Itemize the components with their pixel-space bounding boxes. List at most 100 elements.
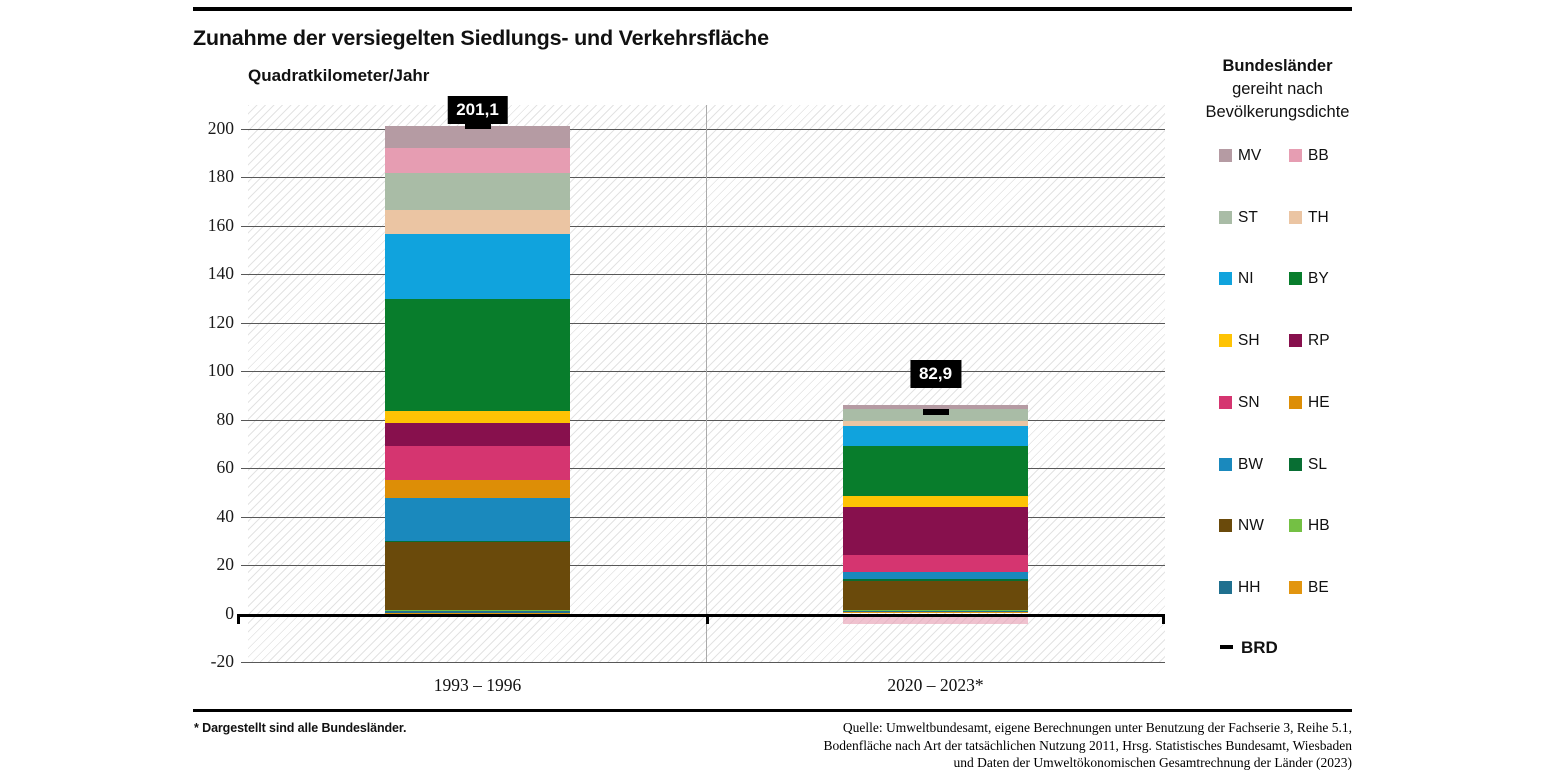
legend-label-sh: SH bbox=[1238, 332, 1260, 350]
ytick-label-160: 160 bbox=[207, 214, 234, 235]
zero-axis-tick-1 bbox=[706, 613, 709, 624]
legend-swatch-sh bbox=[1219, 334, 1232, 348]
ytick-label--20: -20 bbox=[210, 651, 234, 671]
zero-axis-tick-2 bbox=[1162, 613, 1165, 624]
bar-segment-th-1 bbox=[843, 421, 1028, 426]
legend-swatch-mv bbox=[1219, 149, 1232, 162]
bar-segment-rp-1 bbox=[843, 507, 1028, 555]
ytick-label-140: 140 bbox=[207, 263, 234, 283]
bar-segment-bw-0 bbox=[385, 497, 570, 541]
ytick-label-40: 40 bbox=[216, 505, 235, 526]
category-label-0: 1993 – 1996 bbox=[433, 675, 522, 695]
bar-segment-hb-0 bbox=[385, 610, 570, 612]
bar-segment-ni-1 bbox=[843, 425, 1028, 447]
zero-axis-tick-0 bbox=[237, 613, 240, 624]
bar-segment-ni-0 bbox=[385, 234, 570, 300]
ytick-label-20: 20 bbox=[216, 554, 235, 574]
bar-segment-sn-0 bbox=[385, 445, 570, 481]
brd-marker-1 bbox=[922, 409, 949, 416]
gridline-200 bbox=[241, 128, 1165, 130]
bar-segment-by-0 bbox=[385, 299, 570, 411]
brd-dash-icon bbox=[1220, 645, 1233, 649]
bar-segment-nw-1 bbox=[843, 580, 1028, 610]
legend-swatch-by bbox=[1289, 272, 1302, 286]
total-label-1: 82,9 bbox=[909, 360, 962, 389]
total-label-0: 201,1 bbox=[447, 95, 508, 124]
legend-title: Bundesländer gereiht nach Bevölkerungsdi… bbox=[1180, 55, 1375, 124]
gridline-20 bbox=[241, 565, 1165, 566]
legend-label-sl: SL bbox=[1308, 455, 1327, 473]
source-line-2: Bodenfläche nach Art der tatsächlichen N… bbox=[823, 737, 1352, 753]
bar-segment-sl-0 bbox=[385, 540, 570, 543]
gridline-140 bbox=[241, 274, 1165, 275]
legend-swatch-hb bbox=[1289, 519, 1302, 533]
bar-segment-hb-1 bbox=[843, 609, 1028, 611]
bar-segment-st-0 bbox=[385, 172, 570, 211]
legend-swatch-bb bbox=[1289, 149, 1302, 162]
bar-segment-mv-0 bbox=[385, 125, 570, 148]
legend: Bundesländer gereiht nach Bevölkerungsdi… bbox=[1180, 0, 1545, 775]
legend-label-nw: NW bbox=[1238, 517, 1264, 535]
legend-label-hb: HB bbox=[1308, 517, 1330, 535]
legend-swatch-bw bbox=[1219, 457, 1232, 471]
gridline--20 bbox=[241, 662, 1165, 663]
top-rule bbox=[193, 7, 1352, 11]
legend-label-sn: SN bbox=[1238, 393, 1260, 411]
bar-segment-hh-0 bbox=[385, 611, 570, 613]
page-title: Zunahme der versiegelten Siedlungs- und … bbox=[193, 26, 769, 50]
bar-segment-bb-0 bbox=[385, 147, 570, 173]
legend-label-rp: RP bbox=[1308, 332, 1330, 350]
legend-label-mv: MV bbox=[1238, 147, 1262, 164]
bar-segment-be-1 bbox=[843, 611, 1028, 614]
ytick-label-0: 0 bbox=[225, 602, 234, 623]
legend-items: MV BB ST TH NI BY SH RP SN HE BW SL NW HB HH BE bbox=[1219, 147, 1419, 648]
legend-label-he: HE bbox=[1308, 393, 1330, 411]
ytick-label-180: 180 bbox=[207, 166, 234, 186]
legend-label-ni: NI bbox=[1238, 270, 1254, 288]
gridline-60 bbox=[241, 468, 1165, 469]
zero-axis bbox=[237, 613, 1165, 617]
legend-swatch-rp bbox=[1289, 334, 1302, 348]
legend-label-hh: HH bbox=[1238, 578, 1261, 596]
bar-segment-by-1 bbox=[843, 446, 1028, 497]
legend-title-line2: gereiht nach bbox=[1232, 80, 1323, 98]
bar-segment-bb-1 bbox=[843, 616, 1028, 624]
bar-segment-th-0 bbox=[385, 210, 570, 235]
plot-area: 200 180 160 140 120 100 80 60 40 20 0 -20 201,1 1993 … bbox=[208, 95, 1165, 695]
category-label-1: 2020 – 2023* bbox=[887, 675, 984, 695]
bar-segment-sh-0 bbox=[385, 411, 570, 423]
legend-label-be: BE bbox=[1308, 578, 1329, 596]
bar-segment-mv-1 bbox=[843, 405, 1028, 409]
legend-title-line3: Bevölkerungsdichte bbox=[1205, 103, 1350, 121]
category-divider bbox=[706, 105, 707, 662]
footnote: * Dargestellt sind alle Bundesländer. bbox=[194, 721, 407, 735]
gridline-160 bbox=[241, 225, 1165, 227]
legend-swatch-th bbox=[1289, 210, 1302, 224]
ytick-label-80: 80 bbox=[216, 408, 235, 429]
bar-segment-sn-1 bbox=[843, 554, 1028, 572]
legend-label-by: BY bbox=[1308, 270, 1329, 288]
source-line-3: und Daten der Umweltökonomischen Gesamtr… bbox=[953, 755, 1352, 770]
legend-label-bw: BW bbox=[1238, 455, 1263, 473]
bar-segment-nw-0 bbox=[385, 542, 570, 611]
gridline-100 bbox=[241, 371, 1165, 372]
legend-swatch-st bbox=[1219, 210, 1232, 224]
legend-swatch-ni bbox=[1219, 272, 1232, 286]
brd-marker-0 bbox=[464, 122, 491, 129]
ytick-label-60: 60 bbox=[216, 457, 235, 477]
gridline-180 bbox=[241, 177, 1165, 178]
legend-swatch-be bbox=[1289, 580, 1302, 594]
legend-label-st: ST bbox=[1238, 208, 1258, 226]
gridline-40 bbox=[241, 516, 1165, 518]
bar-segment-sh-1 bbox=[843, 496, 1028, 508]
source-line-1: Quelle: Umweltbundesamt, eigene Berechnu… bbox=[842, 720, 1352, 735]
legend-label-bb: BB bbox=[1308, 147, 1329, 164]
bar-segment-sl-1 bbox=[843, 578, 1028, 581]
bar-segment-he-0 bbox=[385, 480, 570, 498]
bottom-rule bbox=[193, 709, 1352, 712]
bar-segment-be-0 bbox=[385, 612, 570, 614]
legend-label-brd: BRD bbox=[1241, 638, 1278, 657]
legend-label-th: TH bbox=[1308, 208, 1329, 226]
ytick-label-100: 100 bbox=[207, 360, 234, 380]
